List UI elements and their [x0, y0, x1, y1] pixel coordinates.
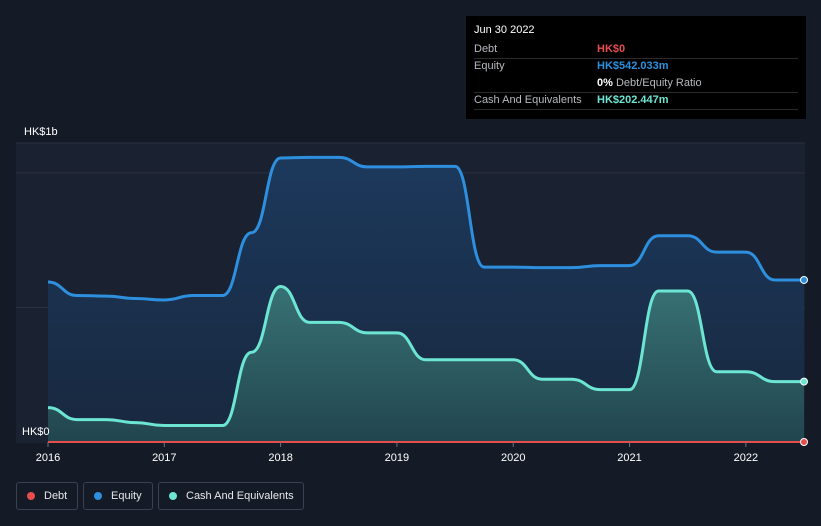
- series-lines: [47, 155, 804, 444]
- tooltip-row-equity: Equity HK$542.033m: [474, 58, 798, 75]
- x-tick-label-2022: 2022: [734, 452, 758, 464]
- x-tick-label-2021: 2021: [617, 452, 641, 464]
- x-tick-label-2018: 2018: [268, 452, 292, 464]
- debt-dot-icon: [27, 492, 35, 500]
- tooltip-equity-value: HK$542.033m: [597, 60, 669, 72]
- x-tick-label-2016: 2016: [36, 452, 60, 464]
- legend-item-debt[interactable]: Debt: [16, 482, 78, 510]
- cash-dot-icon: [169, 492, 177, 500]
- tooltip-date: Jun 30 2022: [474, 24, 535, 36]
- legend-item-equity[interactable]: Equity: [83, 482, 153, 510]
- equity-area: [48, 157, 804, 443]
- x-axis-ticks: 2016 2017 2018 2019 2020 2021 2022: [36, 442, 758, 464]
- tooltip-row-cash: Cash And Equivalents HK$202.447m: [474, 92, 798, 110]
- equity-line: [47, 155, 804, 302]
- cash-line: [47, 285, 804, 428]
- tooltip-row-ratio: 0% Debt/Equity Ratio: [474, 75, 798, 93]
- x-tick-label-2020: 2020: [501, 452, 525, 464]
- legend-cash-label: Cash And Equivalents: [186, 490, 294, 502]
- tooltip-panel: Jun 30 2022 Debt HK$0 Equity HK$542.033m…: [466, 16, 806, 119]
- tooltip-debt-label: Debt: [474, 43, 498, 55]
- legend-item-cash[interactable]: Cash And Equivalents: [158, 482, 304, 510]
- tooltip-cash-value: HK$202.447m: [597, 94, 669, 106]
- equity-end-marker: [800, 275, 808, 284]
- legend-equity-label: Equity: [111, 490, 142, 502]
- cash-area: [48, 286, 804, 442]
- y-axis-label-top: HK$1b: [24, 126, 58, 138]
- tooltip-row-debt: Debt HK$0: [474, 41, 798, 59]
- x-tick-label-2019: 2019: [385, 452, 409, 464]
- equity-dot-icon: [94, 492, 102, 500]
- debt-end-marker: [800, 438, 808, 446]
- cash-end-marker: [800, 377, 808, 386]
- tooltip-cash-label: Cash And Equivalents: [474, 94, 582, 106]
- legend-debt-label: Debt: [44, 490, 68, 502]
- x-tick-label-2017: 2017: [152, 452, 176, 464]
- tooltip-ratio-label: Debt/Equity Ratio: [615, 77, 702, 89]
- tooltip-ratio-value: 0%: [597, 77, 613, 89]
- tooltip-debt-value: HK$0: [597, 43, 626, 55]
- series-areas: [48, 157, 804, 443]
- y-axis-label-zero: HK$0: [22, 426, 50, 438]
- series-end-markers: [800, 275, 808, 446]
- tooltip-equity-label: Equity: [474, 60, 505, 72]
